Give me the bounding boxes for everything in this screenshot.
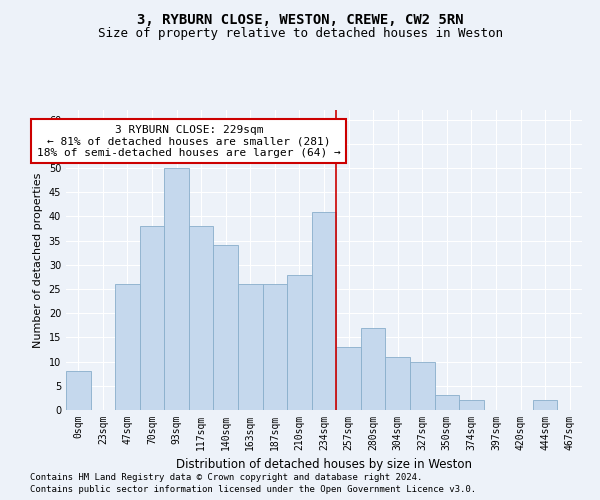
Bar	[287, 274, 312, 410]
Bar	[459, 400, 484, 410]
Bar	[66, 372, 91, 410]
Bar	[434, 396, 459, 410]
Bar	[410, 362, 434, 410]
Bar	[214, 246, 238, 410]
Bar	[385, 357, 410, 410]
Bar	[164, 168, 189, 410]
Y-axis label: Number of detached properties: Number of detached properties	[33, 172, 43, 348]
Text: Contains HM Land Registry data © Crown copyright and database right 2024.: Contains HM Land Registry data © Crown c…	[30, 472, 422, 482]
Text: 3, RYBURN CLOSE, WESTON, CREWE, CW2 5RN: 3, RYBURN CLOSE, WESTON, CREWE, CW2 5RN	[137, 12, 463, 26]
Bar	[533, 400, 557, 410]
Bar	[238, 284, 263, 410]
Text: 3 RYBURN CLOSE: 229sqm
← 81% of detached houses are smaller (281)
18% of semi-de: 3 RYBURN CLOSE: 229sqm ← 81% of detached…	[37, 124, 341, 158]
Bar	[361, 328, 385, 410]
Bar	[312, 212, 336, 410]
X-axis label: Distribution of detached houses by size in Weston: Distribution of detached houses by size …	[176, 458, 472, 471]
Text: Contains public sector information licensed under the Open Government Licence v3: Contains public sector information licen…	[30, 485, 476, 494]
Bar	[263, 284, 287, 410]
Bar	[115, 284, 140, 410]
Bar	[336, 347, 361, 410]
Bar	[189, 226, 214, 410]
Bar	[140, 226, 164, 410]
Text: Size of property relative to detached houses in Weston: Size of property relative to detached ho…	[97, 28, 503, 40]
